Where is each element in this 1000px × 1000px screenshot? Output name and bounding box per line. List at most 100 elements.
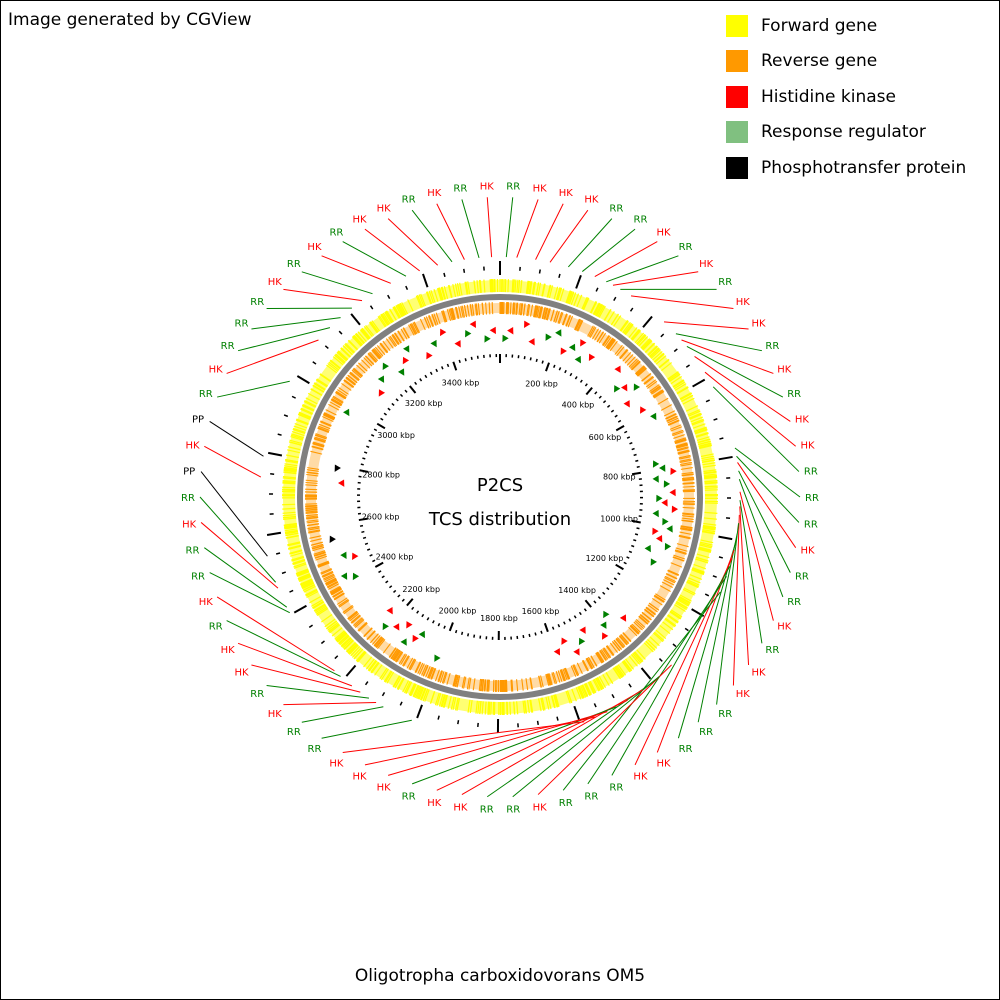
- reverse-gene: [324, 577, 337, 584]
- forward-gene: [365, 324, 375, 336]
- reverse-gene: [320, 420, 332, 427]
- forward-gene: [670, 609, 683, 618]
- forward-gene: [691, 419, 705, 426]
- tcs-hit-marker: [650, 412, 657, 421]
- inner-minor-tick: [629, 442, 633, 445]
- reverse-gene: [572, 664, 579, 677]
- outer-minor-tick: [628, 683, 632, 688]
- reverse-gene: [371, 635, 381, 645]
- forward-gene: [701, 531, 715, 535]
- reverse-gene: [630, 624, 640, 634]
- reverse-gene: [409, 659, 417, 671]
- callout-line: [675, 333, 763, 352]
- inner-minor-tick: [613, 577, 618, 581]
- reverse-gene: [639, 614, 650, 623]
- reverse-gene: [455, 675, 459, 688]
- forward-gene: [676, 386, 689, 395]
- tcs-hit-marker: [434, 654, 441, 662]
- forward-gene: [613, 315, 622, 327]
- outer-minor-tick: [308, 624, 314, 628]
- reverse-gene: [603, 647, 612, 658]
- reverse-gene: [675, 442, 688, 447]
- reverse-gene: [526, 304, 530, 317]
- inner-major-tick: [615, 424, 625, 432]
- forward-gene: [454, 283, 459, 297]
- forward-gene: [447, 285, 453, 298]
- reverse-gene: [392, 333, 400, 345]
- legend-label-response-regulator: Response regulator: [761, 122, 926, 143]
- forward-gene: [702, 525, 716, 529]
- reverse-gene: [619, 635, 628, 645]
- forward-gene: [478, 279, 482, 293]
- reverse-gene: [428, 315, 435, 327]
- inner-minor-tick: [359, 524, 364, 527]
- reverse-gene: [418, 663, 425, 675]
- tcs-hit-marker: [670, 467, 677, 475]
- tcs-hit-marker: [377, 375, 385, 383]
- forward-gene: [312, 601, 325, 610]
- forward-gene: [702, 529, 716, 533]
- outer-minor-tick: [718, 556, 724, 559]
- forward-gene: [469, 700, 473, 714]
- forward-gene: [700, 453, 714, 458]
- forward-gene: [363, 326, 373, 337]
- reverse-gene: [636, 367, 647, 377]
- reverse-gene: [555, 670, 561, 683]
- forward-gene: [699, 543, 713, 548]
- reverse-gene: [315, 434, 327, 440]
- reverse-gene: [461, 305, 466, 318]
- callout-label: HK: [559, 188, 574, 199]
- callout-label: HK: [377, 783, 392, 794]
- reverse-gene: [652, 597, 663, 606]
- reverse-gene: [682, 478, 695, 481]
- reverse-gene: [338, 387, 349, 395]
- reverse-gene: [670, 562, 683, 568]
- tcs-hit-marker: [553, 648, 561, 656]
- forward-gene: [592, 302, 600, 315]
- legend-swatch-forward-gene: [726, 14, 748, 37]
- callout-line: [734, 447, 801, 498]
- forward-gene: [305, 589, 318, 597]
- forward-gene: [288, 544, 301, 550]
- inner-minor-tick: [421, 613, 425, 618]
- reverse-gene: [618, 635, 628, 646]
- forward-gene: [567, 291, 573, 304]
- forward-gene: [433, 289, 439, 302]
- reverse-gene: [679, 458, 692, 462]
- forward-gene: [328, 623, 340, 633]
- legend-swatch-response-regulator: [726, 121, 748, 144]
- reverse-gene: [452, 674, 457, 687]
- callout-line: [216, 596, 335, 672]
- reverse-gene: [428, 667, 435, 679]
- reverse-gene: [466, 304, 470, 317]
- forward-gene: [531, 281, 535, 295]
- forward-gene: [687, 409, 700, 416]
- forward-gene: [292, 559, 306, 565]
- forward-gene: [334, 630, 345, 640]
- forward-gene: [479, 701, 482, 715]
- reverse-gene: [456, 675, 461, 688]
- outer-minor-tick: [713, 418, 718, 421]
- reverse-gene: [488, 679, 490, 692]
- callout-label: RR: [805, 493, 819, 504]
- forward-gene: [417, 686, 424, 700]
- forward-gene: [628, 327, 638, 338]
- callout-label: RR: [559, 798, 573, 809]
- tcs-hit-marker: [661, 499, 668, 507]
- inner-minor-tick: [631, 447, 635, 451]
- forward-gene: [298, 574, 311, 581]
- callout-line: [732, 514, 740, 686]
- inner-minor-tick: [429, 371, 433, 376]
- forward-gene: [693, 426, 707, 432]
- inner-major-tick: [545, 362, 550, 372]
- genome-backbone: [297, 294, 703, 700]
- forward-gene: [409, 683, 417, 696]
- forward-gene: [284, 460, 298, 464]
- forward-gene: [490, 279, 493, 293]
- forward-gene: [692, 423, 706, 429]
- callout-line: [209, 572, 290, 614]
- callout-line: [606, 255, 679, 283]
- forward-gene: [573, 293, 580, 306]
- forward-gene: [516, 279, 519, 293]
- reverse-gene: [521, 678, 524, 691]
